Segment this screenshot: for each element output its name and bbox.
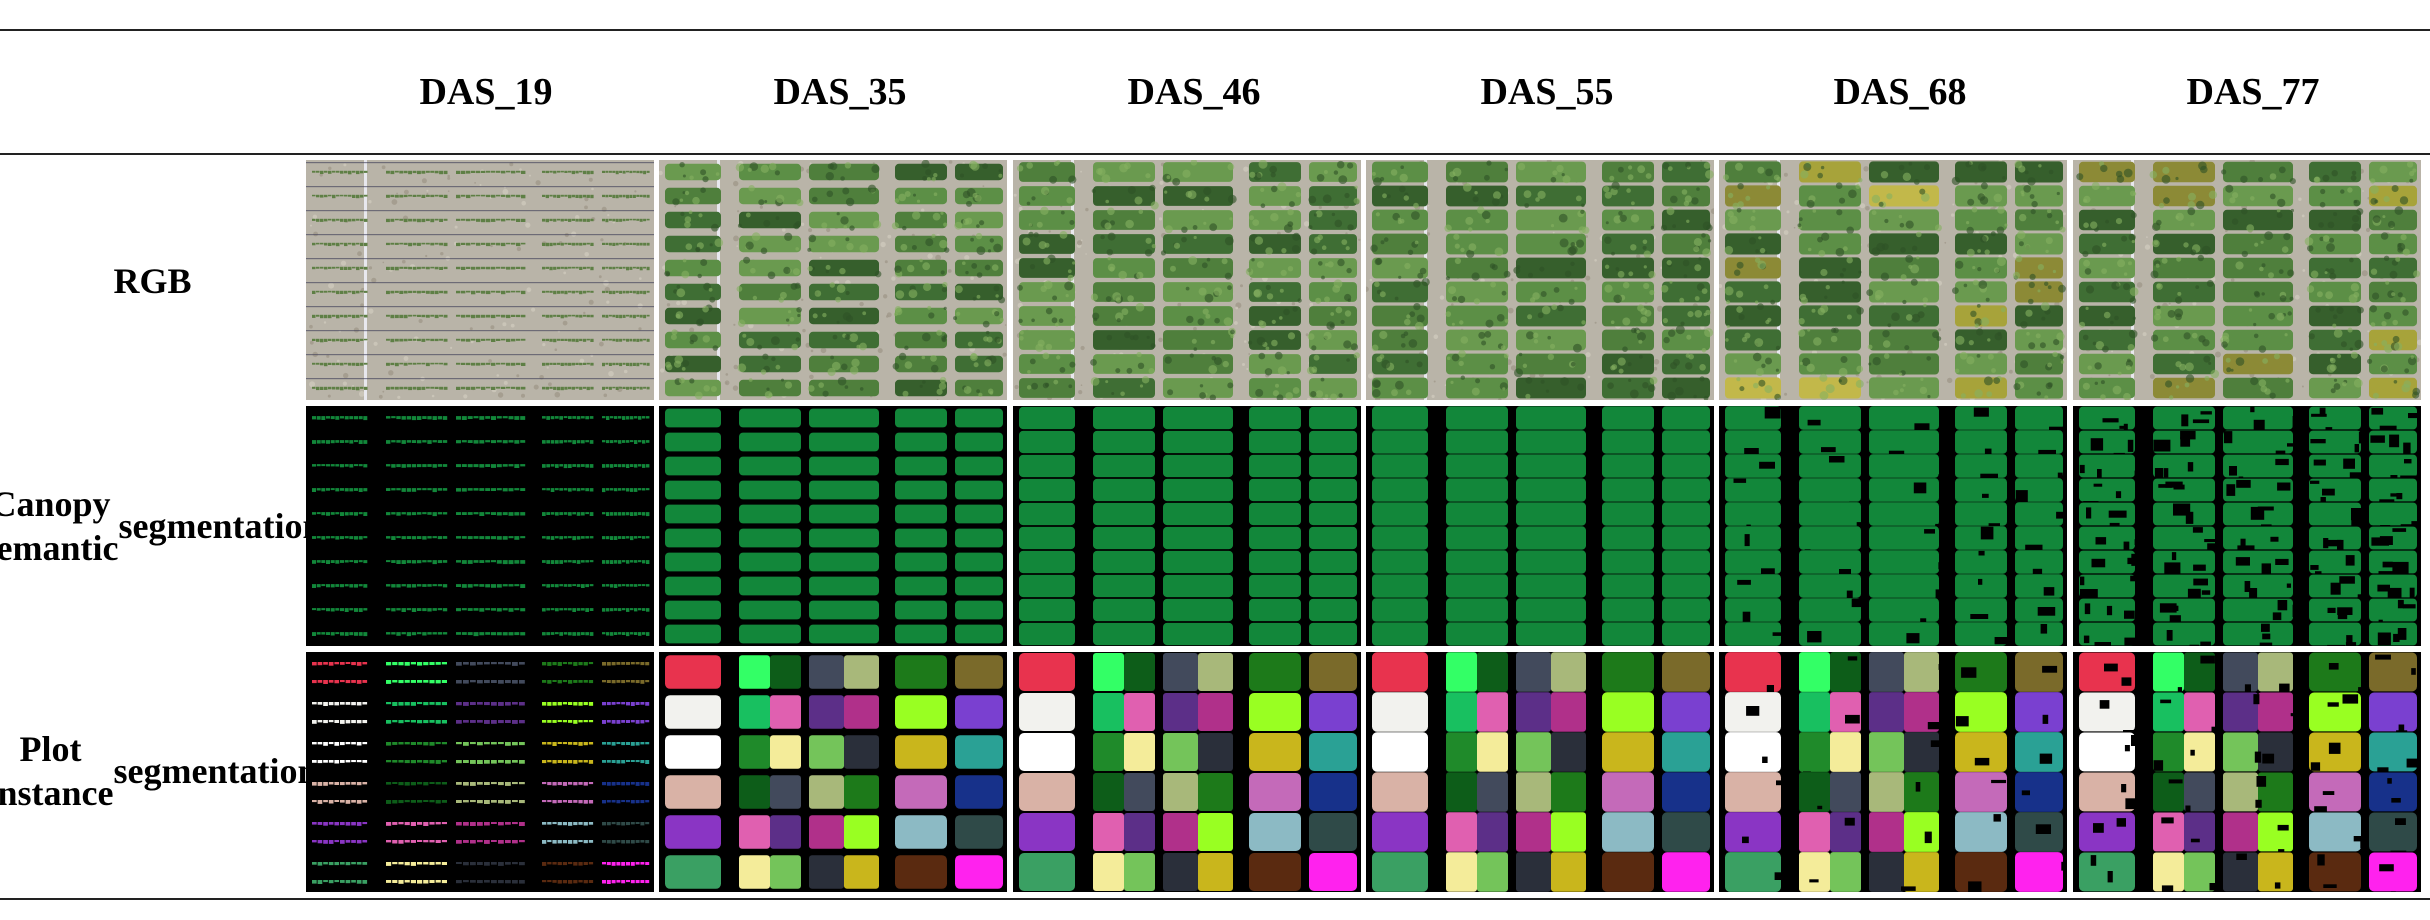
- panel-instance-das-77: [2073, 652, 2421, 892]
- panel-semantic-das-35: [659, 406, 1007, 646]
- panel-instance-das-68: [1719, 652, 2067, 892]
- column-header: DAS_46: [1127, 71, 1261, 113]
- row-label-instance: Plot instance segmentation: [0, 650, 318, 893]
- column-header: DAS_77: [2186, 71, 2320, 113]
- column-header: DAS_68: [1833, 71, 1967, 113]
- panel-rgb-das-19: [306, 160, 654, 400]
- row-label-line: segmentation: [118, 505, 323, 546]
- panel-instance-das-35: [659, 652, 1007, 892]
- column-header: DAS_19: [419, 71, 553, 113]
- row-label-semantic: Canopy semantic segmentation: [0, 405, 322, 648]
- row-label-line: segmentation: [113, 750, 318, 791]
- row-label-rgb: RGB: [0, 160, 305, 403]
- panel-rgb-das-68: [1719, 160, 2067, 400]
- table-top-rule: [0, 29, 2430, 31]
- panel-semantic-das-19: [306, 406, 654, 646]
- row-label-line: Canopy semantic: [0, 484, 119, 568]
- row-label-line: RGB: [113, 260, 192, 301]
- panel-rgb-das-46: [1013, 160, 1361, 400]
- panel-instance-das-55: [1366, 652, 1714, 892]
- panel-rgb-das-77: [2073, 160, 2421, 400]
- panel-rgb-das-55: [1366, 160, 1714, 400]
- panel-semantic-das-55: [1366, 406, 1714, 646]
- column-header: DAS_35: [773, 71, 907, 113]
- table-header-rule: [0, 153, 2430, 155]
- panel-instance-das-19: [306, 652, 654, 892]
- table-bottom-rule: [0, 898, 2430, 900]
- panel-semantic-das-46: [1013, 406, 1361, 646]
- column-header: DAS_55: [1480, 71, 1614, 113]
- panel-semantic-das-68: [1719, 406, 2067, 646]
- panel-rgb-das-35: [659, 160, 1007, 400]
- row-label-line: Plot instance: [0, 729, 114, 813]
- panel-semantic-das-77: [2073, 406, 2421, 646]
- panel-instance-das-46: [1013, 652, 1361, 892]
